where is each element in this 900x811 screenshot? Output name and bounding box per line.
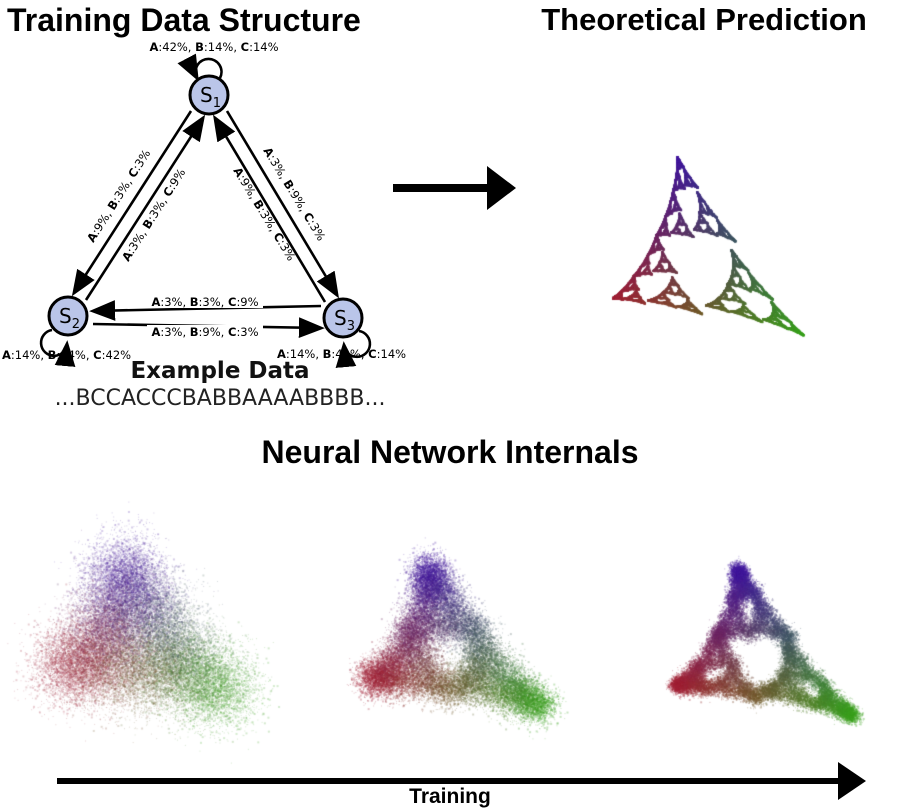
state-node-s1 — [188, 74, 230, 116]
self-loop-s3 — [335, 329, 372, 368]
label-plate — [147, 295, 263, 308]
example-data-sequence: ...BCCACCCBABBAAAABBBB... — [54, 386, 386, 411]
right-arrow-icon — [393, 166, 516, 210]
network-internals-late-training-cloud — [595, 488, 895, 778]
edge-label-s1-self: A:42%, B:14%, C:14% — [149, 40, 278, 54]
example-data-heading: Example Data — [130, 358, 310, 384]
network-internals-mid-training-cloud — [295, 488, 595, 778]
self-loop-s1 — [177, 53, 223, 82]
theoretical-prediction-title: Theoretical Prediction — [541, 2, 867, 37]
markov-chain-diagram: S1 S2 S3 A:42%, B:14%, C:14% A:14%, B:14… — [2, 40, 406, 368]
training-axis-label: Training — [409, 785, 491, 808]
theoretical-belief-simplex-fractal — [540, 42, 860, 372]
edge-label-s2-self: A:14%, B:14%, C:42% — [2, 348, 131, 362]
edge-label-s3-self: A:14%, B:42%, C:14% — [277, 347, 406, 361]
neural-network-internals-title: Neural Network Internals — [261, 434, 639, 470]
state-node-s3 — [322, 297, 364, 339]
label-plate — [147, 325, 263, 338]
training-axis-arrow-icon — [57, 762, 866, 800]
state-label-s1: S1 — [200, 83, 221, 111]
edge-label-s3-to-s2: A:3%, B:3%, C:9% — [151, 295, 258, 309]
self-loop-s2 — [39, 328, 76, 367]
state-label-s2: S2 — [59, 304, 80, 332]
edge-label-s1-to-s3: A:3%, B:9%, C:3% — [260, 145, 328, 244]
state-label-s3: S3 — [334, 306, 355, 334]
network-internals-early-training-cloud — [0, 488, 300, 778]
edge-s3-to-s2 — [89, 300, 322, 321]
edge-s1-to-s3 — [225, 110, 340, 299]
edge-s2-to-s1 — [84, 114, 206, 301]
training-data-structure-title: Training Data Structure — [7, 2, 361, 38]
state-node-s2 — [47, 295, 89, 337]
edge-label-s2-to-s3: A:3%, B:9%, C:3% — [151, 325, 258, 339]
edge-s1-to-s2 — [71, 110, 193, 297]
edge-s3-to-s1 — [212, 114, 327, 303]
